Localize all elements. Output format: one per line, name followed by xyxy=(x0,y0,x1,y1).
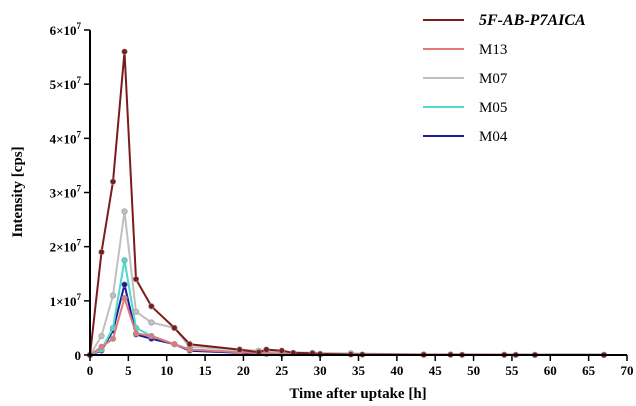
legend-item: M13 xyxy=(423,42,507,58)
data-point xyxy=(109,178,117,185)
x-tick-label: 5 xyxy=(125,363,132,378)
data-point xyxy=(171,324,178,332)
y-tick-label-base: 2×10 xyxy=(50,240,77,255)
y-tick-label: 5×107 xyxy=(50,75,82,92)
data-point xyxy=(132,308,140,315)
data-point xyxy=(263,346,270,353)
data-point xyxy=(186,341,193,348)
legend: 5F-AB-P7AICA M13 M07 M05 M04 xyxy=(423,12,586,145)
data-point xyxy=(98,248,105,256)
series-m07 xyxy=(86,208,608,359)
y-tick-label: 3×107 xyxy=(50,184,82,201)
y-tick-label-base: 6×10 xyxy=(50,23,77,38)
data-point xyxy=(121,295,128,302)
data-point xyxy=(132,276,140,283)
legend-item: 5F-AB-P7AICA xyxy=(423,12,586,29)
y-tick-label-base: 0 xyxy=(75,348,82,363)
legend-label: M07 xyxy=(479,71,508,87)
x-tick-label: 20 xyxy=(237,363,250,378)
x-tick-label: 60 xyxy=(544,363,557,378)
y-tick-label: 2×107 xyxy=(50,238,82,255)
data-point xyxy=(171,341,178,348)
data-point xyxy=(121,48,128,55)
y-tick-label-base: 4×10 xyxy=(50,131,77,146)
y-tick-label-base: 3×10 xyxy=(50,186,77,201)
x-tick-label: 10 xyxy=(160,363,173,378)
x-axis-title: Time after uptake [h] xyxy=(289,386,426,402)
data-point xyxy=(132,330,140,337)
x-tick-label: 15 xyxy=(199,363,213,378)
data-point xyxy=(109,335,117,342)
y-tick-label-exponent: 7 xyxy=(77,21,82,31)
y-tick-label: 1×107 xyxy=(50,292,82,309)
series-5f-ab-p7aica xyxy=(86,48,608,359)
y-tick-label-exponent: 7 xyxy=(77,75,82,85)
x-tick-label: 45 xyxy=(429,363,443,378)
series-layer xyxy=(86,48,608,359)
y-tick-label-base: 5×10 xyxy=(50,77,77,92)
y-tick-label-exponent: 7 xyxy=(77,129,82,139)
data-point xyxy=(121,208,128,215)
ticks-layer: 0 5 10 15 20 25 30 35 40 45 50 55 60 65 7001×1072×1073… xyxy=(50,21,634,378)
data-point xyxy=(186,346,193,353)
data-point xyxy=(121,257,128,264)
x-tick-label: 65 xyxy=(582,363,596,378)
y-tick-label-exponent: 7 xyxy=(77,292,82,302)
data-point xyxy=(98,332,105,340)
legend-item: M07 xyxy=(423,71,508,87)
y-axis-title: Intensity [cps] xyxy=(10,146,26,237)
y-tick-label-exponent: 7 xyxy=(77,238,82,248)
x-tick-label: 25 xyxy=(275,363,289,378)
x-tick-label: 0 xyxy=(87,363,94,378)
axes-layer xyxy=(89,30,627,356)
legend-label: M04 xyxy=(479,129,508,145)
data-point xyxy=(98,343,105,350)
data-point xyxy=(121,281,128,288)
legend-label: 5F-AB-P7AICA xyxy=(479,12,586,29)
data-point xyxy=(236,346,243,353)
legend-label: M13 xyxy=(479,42,507,58)
data-point xyxy=(109,292,117,299)
x-tick-label: 35 xyxy=(352,363,366,378)
legend-item: M04 xyxy=(423,129,508,145)
x-tick-label: 40 xyxy=(390,363,403,378)
x-tick-label: 55 xyxy=(505,363,519,378)
data-point xyxy=(148,319,155,326)
y-tick-label: 4×107 xyxy=(50,129,82,146)
series-line xyxy=(89,210,605,356)
data-point xyxy=(278,347,285,354)
legend-item: M05 xyxy=(423,100,507,116)
legend-label: M05 xyxy=(479,100,507,116)
data-point xyxy=(148,332,155,340)
data-point xyxy=(148,303,155,310)
x-tick-label: 70 xyxy=(621,363,634,378)
y-tick-label: 0 xyxy=(75,348,82,363)
x-tick-label: 50 xyxy=(467,363,480,378)
x-tick-label: 30 xyxy=(314,363,327,378)
series-line xyxy=(89,50,604,356)
y-tick-label-exponent: 7 xyxy=(77,184,82,194)
y-tick-label: 6×107 xyxy=(50,21,82,38)
y-tick-label-base: 1×10 xyxy=(50,294,77,309)
